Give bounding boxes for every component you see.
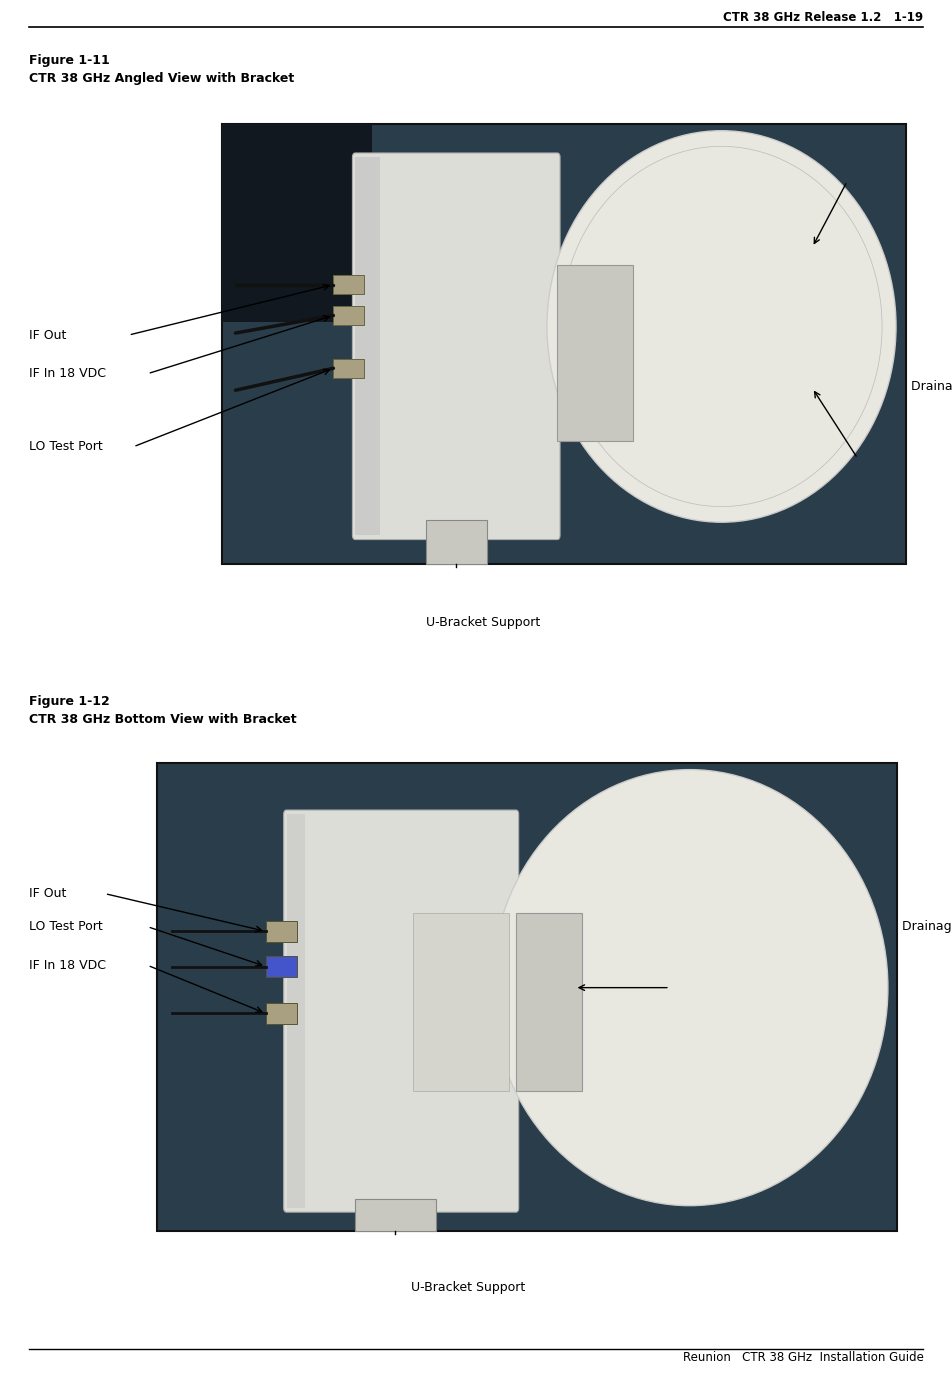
Bar (355, 1198, 436, 1231)
Bar (287, 814, 305, 1208)
Text: Drainage Hole: Drainage Hole (902, 920, 952, 934)
Bar (266, 1003, 297, 1023)
Bar (333, 306, 365, 325)
Text: LO Test Port: LO Test Port (29, 920, 102, 934)
FancyBboxPatch shape (352, 153, 560, 539)
Bar (412, 913, 509, 1091)
Bar (355, 157, 380, 535)
Bar (333, 274, 365, 294)
Bar (516, 913, 583, 1091)
Text: IF In 18 VDC: IF In 18 VDC (29, 958, 106, 972)
Text: CTR 38 GHz Angled View with Bracket: CTR 38 GHz Angled View with Bracket (29, 72, 294, 84)
Ellipse shape (547, 131, 896, 523)
Text: IF Out: IF Out (29, 328, 66, 342)
Text: CTR 38 GHz Release 1.2   1-19: CTR 38 GHz Release 1.2 1-19 (724, 11, 923, 23)
Ellipse shape (491, 769, 888, 1205)
Bar (266, 956, 297, 976)
Text: IF Out: IF Out (29, 887, 66, 900)
Bar (157, 763, 897, 1231)
Text: U-Bracket Support: U-Bracket Support (426, 616, 541, 629)
Bar (266, 921, 297, 942)
Bar (426, 520, 486, 564)
Text: Figure 1-12: Figure 1-12 (29, 695, 109, 707)
Text: Reunion   CTR 38 GHz  Installation Guide: Reunion CTR 38 GHz Installation Guide (683, 1351, 923, 1364)
Text: Drainage Holes: Drainage Holes (911, 379, 952, 393)
FancyBboxPatch shape (284, 809, 519, 1212)
Bar (333, 359, 365, 378)
Text: IF In 18 VDC: IF In 18 VDC (29, 367, 106, 381)
Text: Figure 1-11: Figure 1-11 (29, 54, 109, 66)
Bar (222, 124, 372, 323)
Text: CTR 38 GHz Bottom View with Bracket: CTR 38 GHz Bottom View with Bracket (29, 713, 296, 725)
Text: LO Test Port: LO Test Port (29, 440, 102, 454)
Bar (222, 124, 906, 564)
Bar (557, 265, 632, 441)
Text: U-Bracket Support: U-Bracket Support (411, 1281, 526, 1294)
